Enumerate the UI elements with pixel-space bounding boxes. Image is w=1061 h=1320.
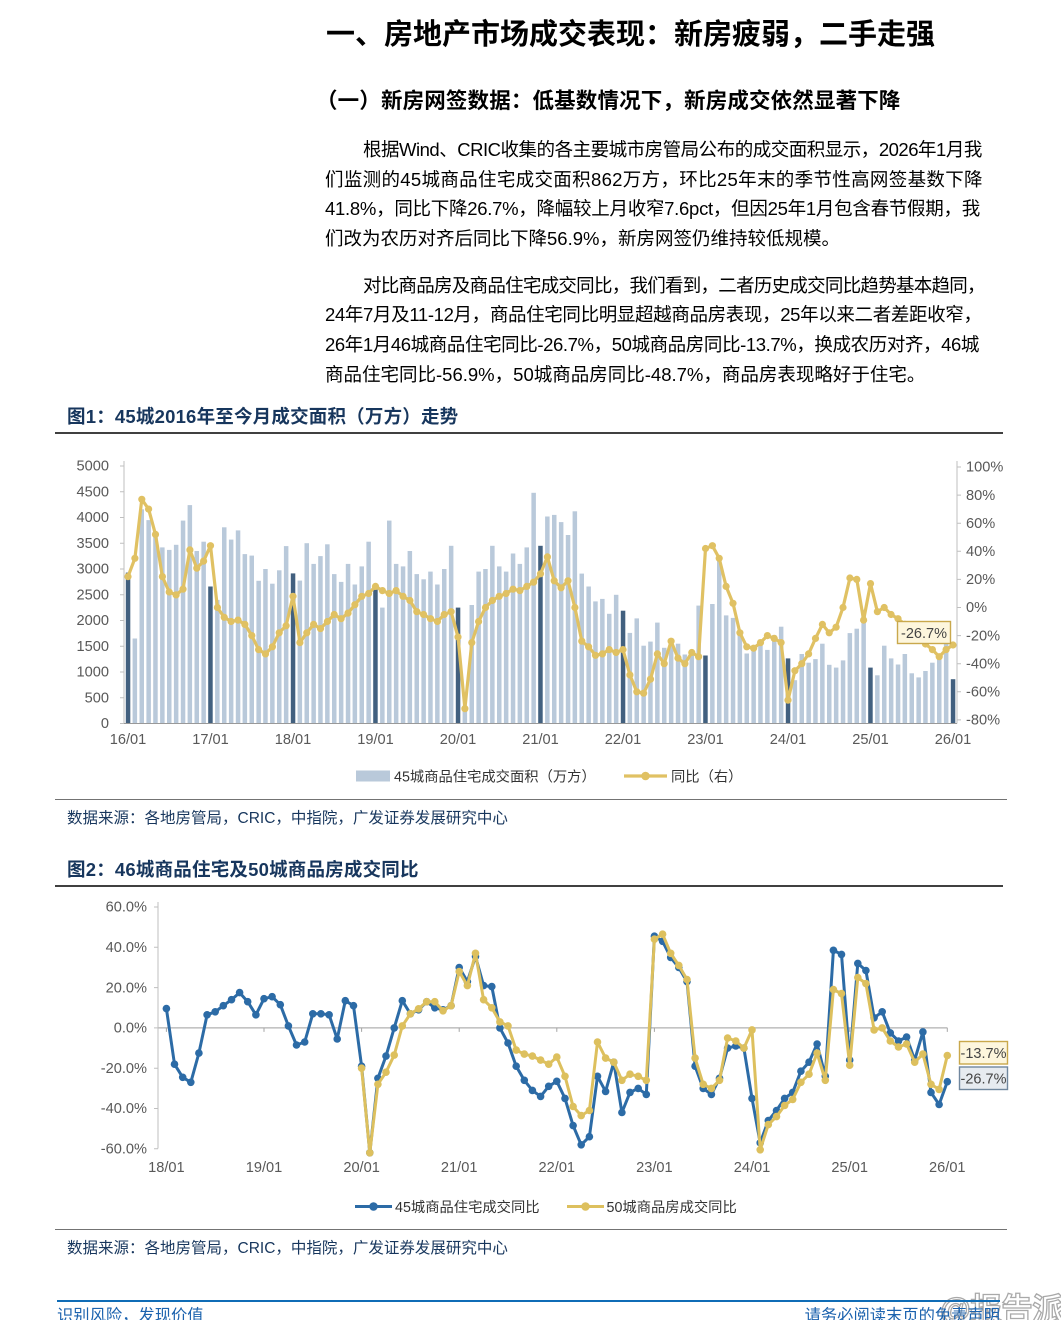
svg-text:0.0%: 0.0% [114,1021,147,1037]
svg-text:-26.7%: -26.7% [901,626,947,642]
svg-text:24/01: 24/01 [770,732,807,748]
svg-text:-20.0%: -20.0% [101,1061,147,1077]
svg-text:4500: 4500 [77,484,109,500]
svg-text:17/01: 17/01 [192,732,229,748]
svg-text:40.0%: 40.0% [106,940,147,956]
svg-text:同比（右）: 同比（右） [671,766,742,787]
svg-text:19/01: 19/01 [246,1160,283,1176]
svg-text:22/01: 22/01 [539,1160,576,1176]
svg-text:21/01: 21/01 [441,1160,478,1176]
svg-text:-20%: -20% [966,628,1000,644]
svg-text:23/01: 23/01 [636,1160,673,1176]
svg-text:3500: 3500 [77,536,109,552]
svg-text:-80%: -80% [966,713,1000,729]
svg-text:60.0%: 60.0% [106,900,147,916]
svg-text:-13.7%: -13.7% [961,1046,1007,1062]
svg-text:18/01: 18/01 [148,1160,185,1176]
svg-text:3000: 3000 [77,562,109,578]
svg-text:21/01: 21/01 [522,732,559,748]
svg-text:45城商品住宅成交同比: 45城商品住宅成交同比 [395,1196,540,1217]
svg-text:23/01: 23/01 [687,732,724,748]
svg-text:45城商品住宅成交面积（万方）: 45城商品住宅成交面积（万方） [394,766,596,787]
svg-text:19/01: 19/01 [357,732,394,748]
svg-text:0: 0 [101,716,109,732]
svg-text:50城商品房成交同比: 50城商品房成交同比 [607,1196,737,1217]
svg-text:-26.7%: -26.7% [961,1072,1007,1088]
svg-text:18/01: 18/01 [275,732,312,748]
svg-text:26/01: 26/01 [929,1160,966,1176]
svg-text:20/01: 20/01 [440,732,477,748]
svg-text:2500: 2500 [77,588,109,604]
svg-text:500: 500 [85,691,109,707]
svg-text:25/01: 25/01 [852,732,889,748]
svg-text:0%: 0% [966,600,987,616]
svg-text:-60.0%: -60.0% [101,1142,147,1158]
svg-text:22/01: 22/01 [605,732,642,748]
svg-text:100%: 100% [966,460,1003,476]
svg-text:-40%: -40% [966,656,1000,672]
svg-text:24/01: 24/01 [734,1160,771,1176]
svg-text:4000: 4000 [77,510,109,526]
svg-text:40%: 40% [966,544,995,560]
svg-text:-60%: -60% [966,685,1000,701]
svg-text:26/01: 26/01 [935,732,972,748]
svg-text:16/01: 16/01 [110,732,147,748]
svg-text:80%: 80% [966,488,995,504]
svg-text:20%: 20% [966,572,995,588]
svg-text:60%: 60% [966,516,995,532]
svg-text:1000: 1000 [77,665,109,681]
svg-text:5000: 5000 [77,459,109,475]
svg-text:20.0%: 20.0% [106,980,147,996]
svg-text:2000: 2000 [77,613,109,629]
svg-text:25/01: 25/01 [831,1160,868,1176]
svg-text:-40.0%: -40.0% [101,1101,147,1117]
svg-text:1500: 1500 [77,639,109,655]
svg-text:20/01: 20/01 [343,1160,380,1176]
